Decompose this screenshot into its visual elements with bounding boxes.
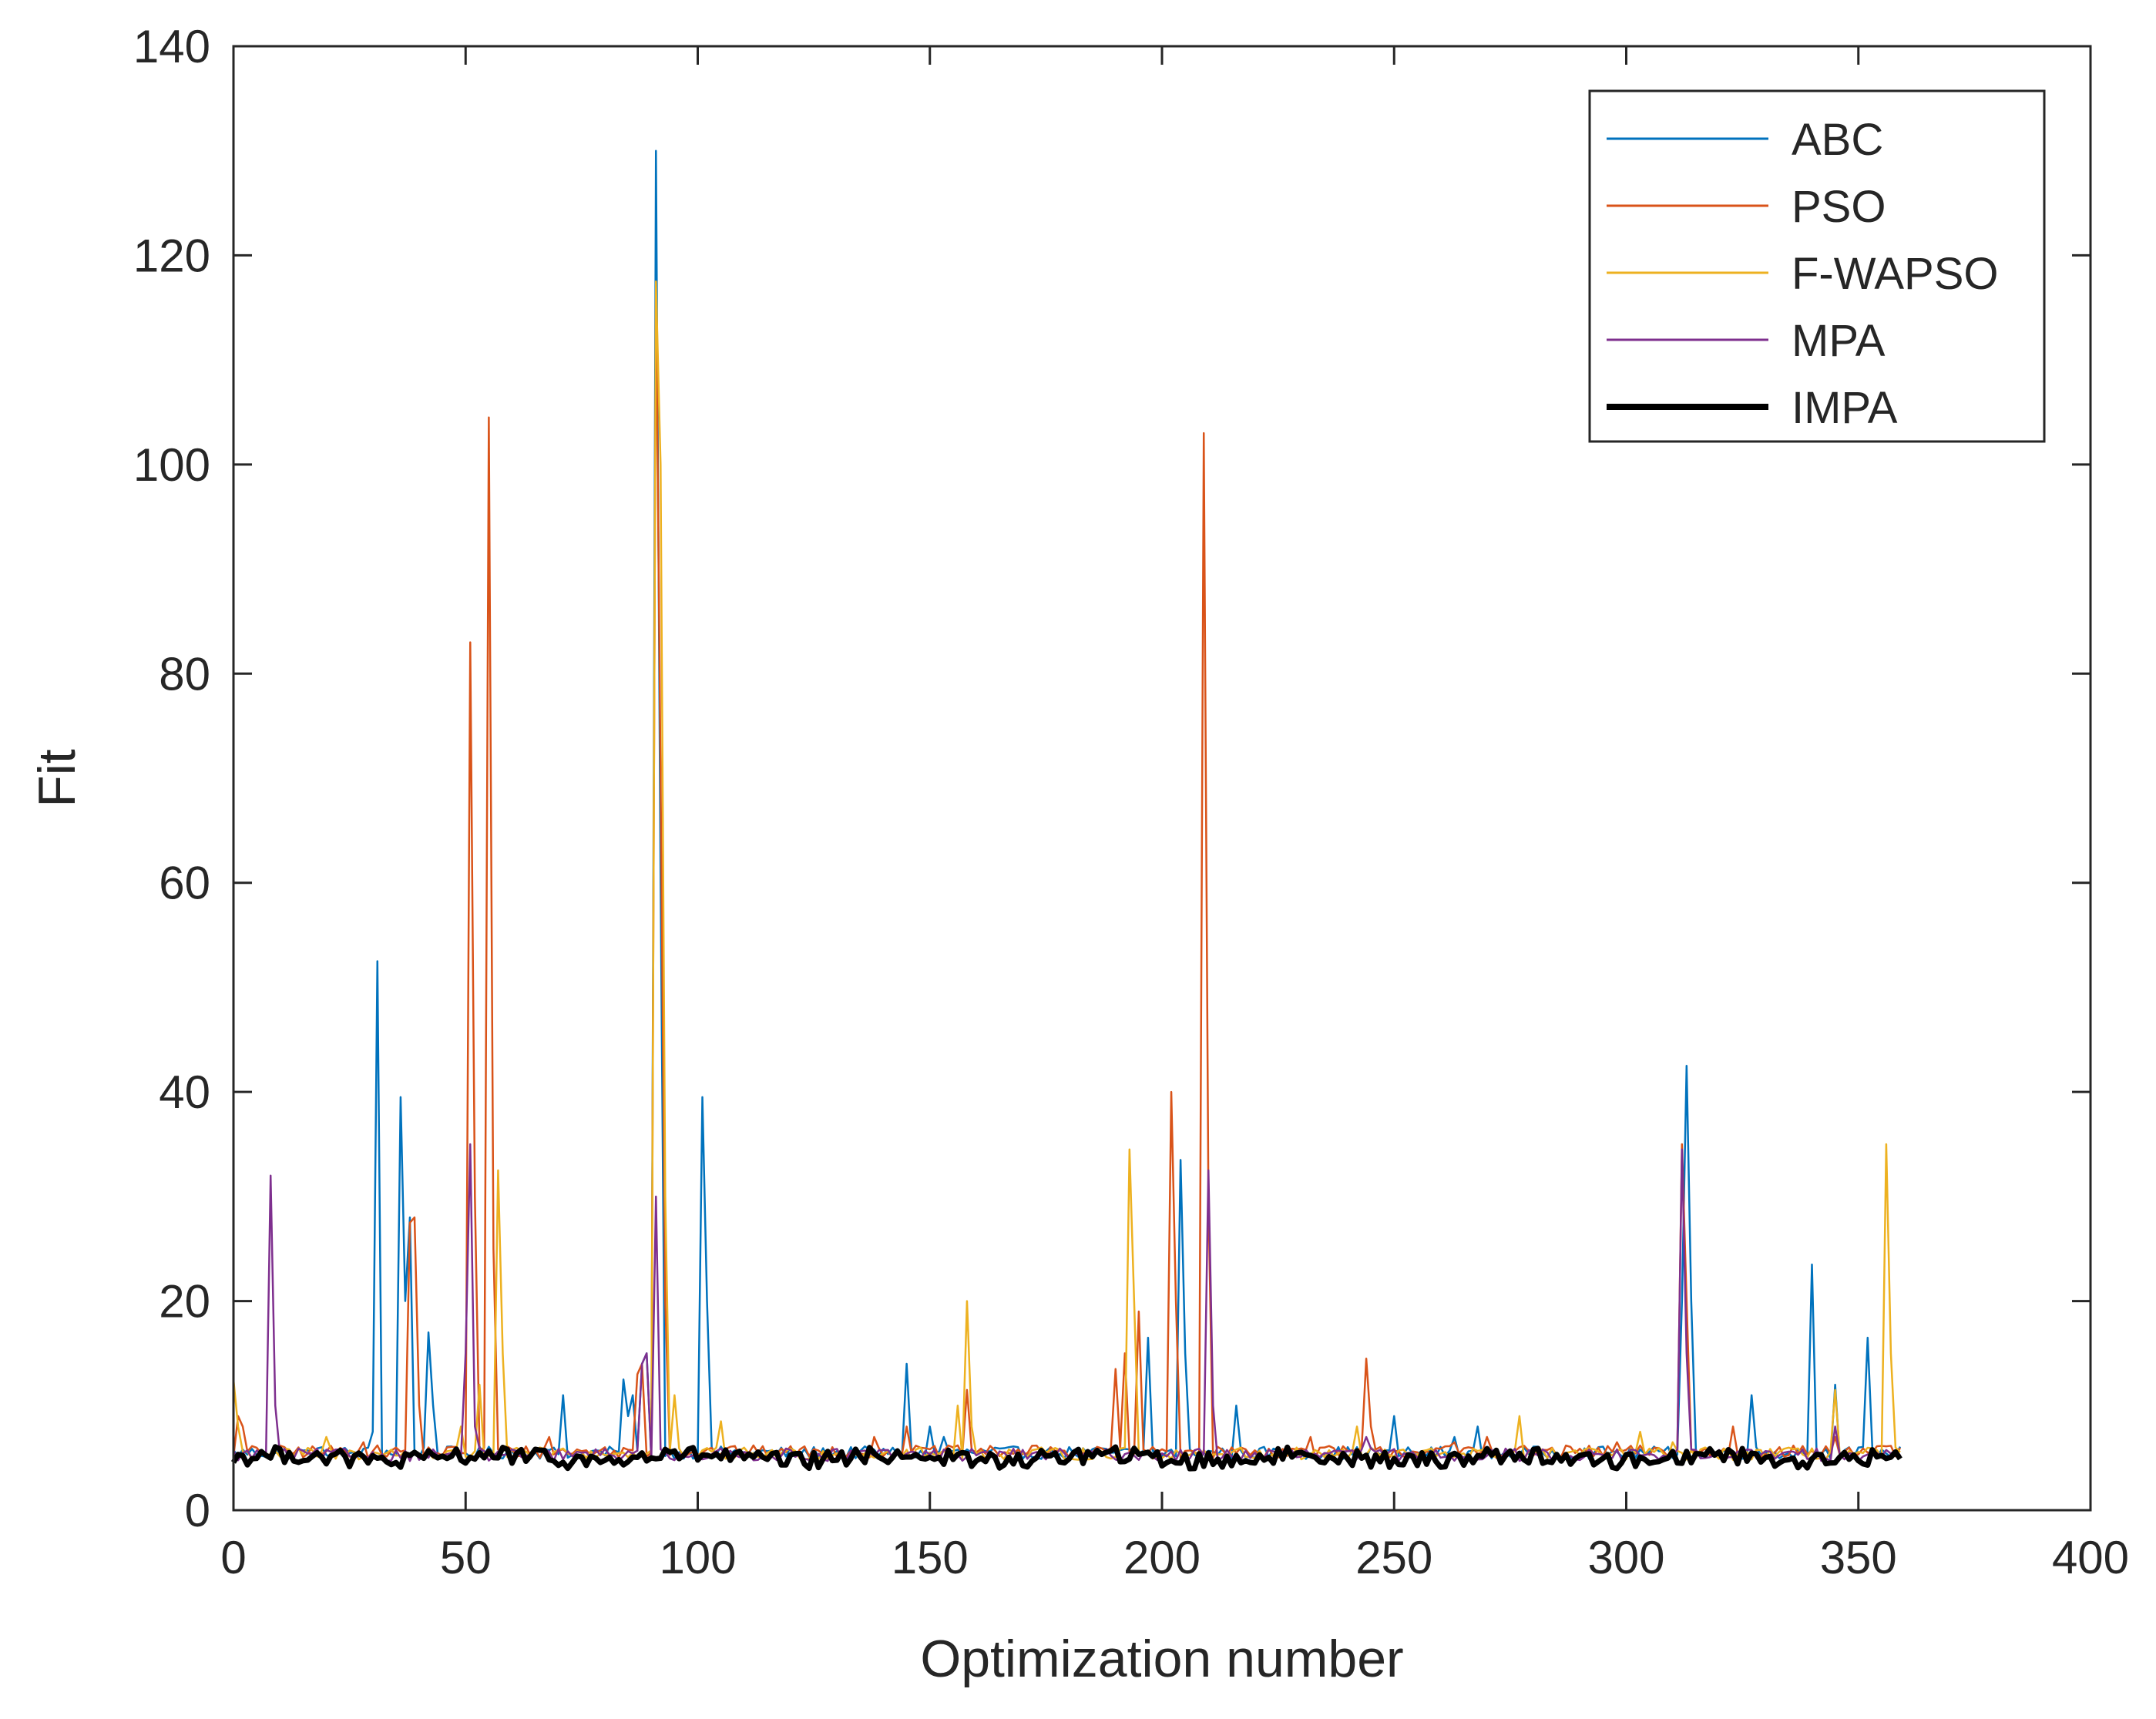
x-tick-label: 200 [1123, 1532, 1201, 1583]
x-tick-label: 100 [659, 1532, 736, 1583]
x-axis-label: Optimization number [920, 1630, 1403, 1688]
legend: ABC PSO F-WAPSO MPA IMPA [1588, 89, 2046, 443]
legend-box [1588, 89, 2046, 443]
x-tick-label: 0 [220, 1532, 246, 1583]
legend-label-impa: IMPA [1792, 383, 1898, 433]
ticks-layer: 0 50 100 150 200 250 300 350 400 0 20 40 60 80 100 120 1… [133, 21, 2129, 1583]
legend-label-mpa: MPA [1792, 316, 1886, 366]
y-tick-label: 120 [133, 230, 210, 281]
legend-label-f-wapso: F-WAPSO [1792, 249, 1999, 299]
y-tick-label: 100 [133, 439, 210, 491]
y-tick-label: 0 [185, 1485, 210, 1536]
y-tick-label: 60 [159, 858, 210, 909]
y-tick-label: 80 [159, 648, 210, 700]
x-tick-label: 300 [1587, 1532, 1664, 1583]
series-line-impa [230, 1444, 1902, 1472]
x-tick-label: 350 [1820, 1532, 1897, 1583]
legend-label-pso: PSO [1792, 182, 1886, 232]
x-tick-label: 50 [440, 1532, 492, 1583]
x-tick-label: 250 [1355, 1532, 1432, 1583]
x-tick-label: 400 [2052, 1532, 2129, 1583]
y-tick-label: 140 [133, 21, 210, 72]
series-layer [230, 149, 1902, 1472]
y-tick-label: 40 [159, 1066, 210, 1118]
x-tick-label: 150 [892, 1532, 969, 1583]
y-tick-label: 20 [159, 1276, 210, 1328]
legend-label-abc: ABC [1792, 115, 1883, 165]
y-axis-label: Fit [28, 749, 86, 807]
